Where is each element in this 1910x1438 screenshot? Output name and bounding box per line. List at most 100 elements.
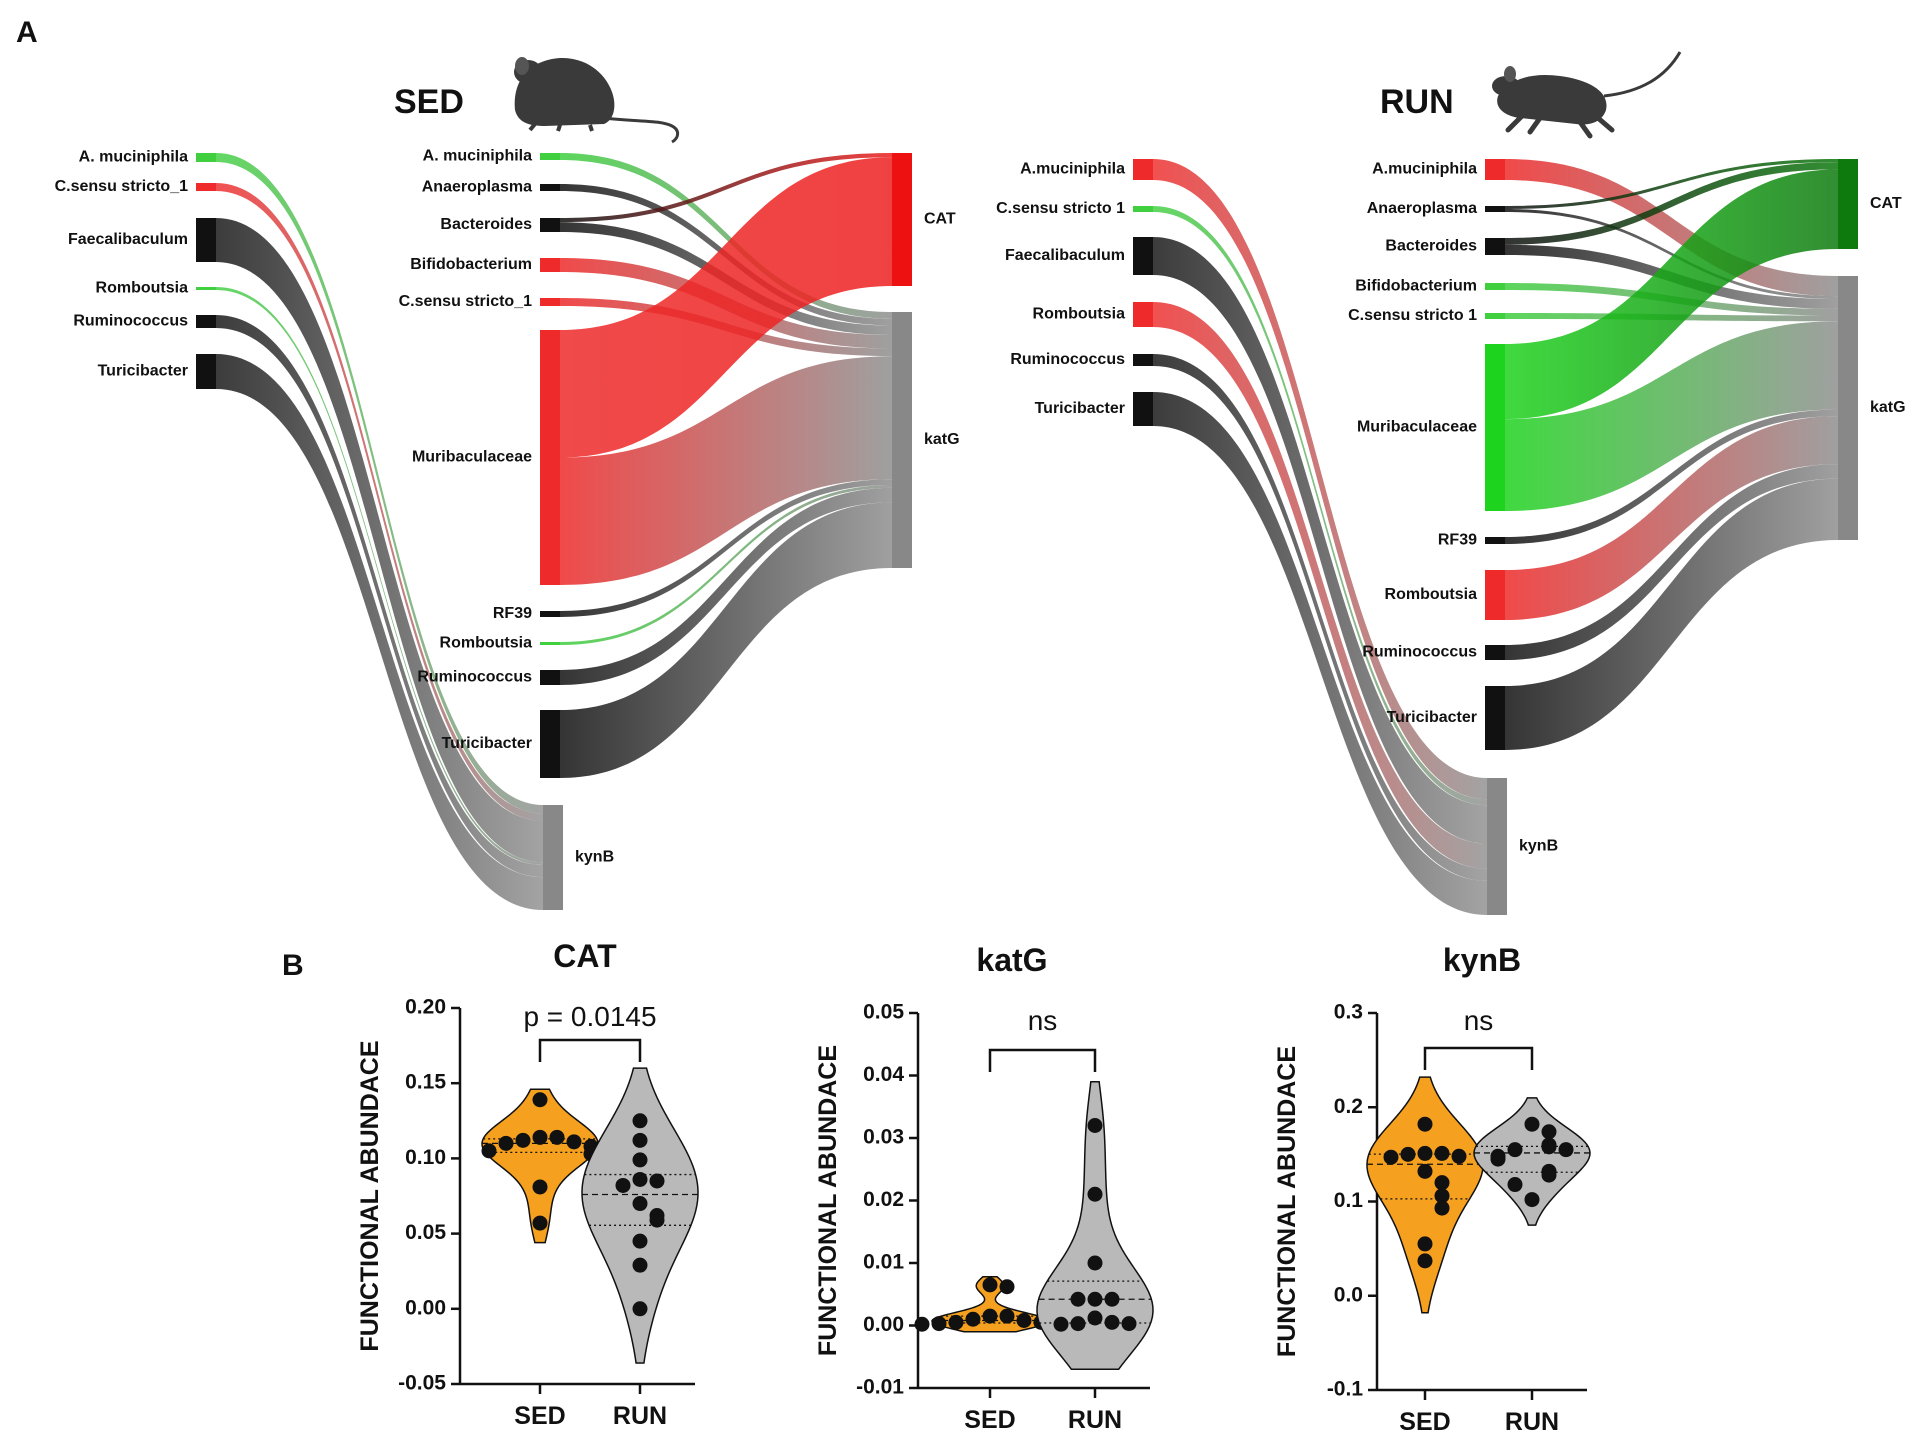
node-left-label-0: A. muciniphila xyxy=(79,149,188,166)
flow-right-5-to-cat-0 xyxy=(560,157,892,458)
y-tick-label: -0.1 xyxy=(1327,1378,1364,1401)
data-point-run xyxy=(1524,1192,1540,1208)
y-tick-label: 0.04 xyxy=(863,1063,904,1086)
data-point-sed xyxy=(532,1179,548,1195)
sankey-nodes: A.muciniphila C.sensu stricto 1 Faecalibac… xyxy=(996,159,1906,915)
y-tick-label: 0.0 xyxy=(1334,1283,1363,1306)
node-left-4 xyxy=(196,315,216,328)
violin-chart-cat: CAT 0.20 0.15 0.10 0.05 0.00 -0.05 FUNCTIONAL A… xyxy=(356,938,699,1430)
y-tick-label: 0.20 xyxy=(405,996,446,1019)
node-target-label-cat: CAT xyxy=(924,211,956,228)
y-axis-label: FUNCTIONAL ABUNDACE xyxy=(356,1040,384,1351)
flow-right-1-to-katg-1 xyxy=(1505,209,1838,300)
node-target-label-kynb: kynB xyxy=(575,849,614,866)
node-right-label-6: RF39 xyxy=(493,605,532,622)
y-tick-label: 0.2 xyxy=(1334,1095,1363,1118)
node-left-3 xyxy=(1133,302,1153,327)
x-tick-label: SED xyxy=(514,1402,565,1430)
flow-left-3-to-kynb xyxy=(1153,302,1487,869)
node-right-4 xyxy=(540,298,560,306)
sankey-run-title: RUN xyxy=(1380,83,1454,121)
data-point-sed xyxy=(1434,1145,1450,1161)
flow-left-2-to-kynb xyxy=(1153,237,1487,844)
node-right-label-0: A. muciniphila xyxy=(423,148,532,165)
data-point-sed xyxy=(532,1129,548,1145)
data-point-run xyxy=(632,1257,648,1273)
data-point-sed xyxy=(532,1215,548,1231)
node-right-label-6: RF39 xyxy=(1438,532,1477,549)
flow-right-0-to-katg-1 xyxy=(560,153,892,319)
y-tick-label: 0.05 xyxy=(405,1221,446,1244)
violin-panel: CAT 0.20 0.15 0.10 0.05 0.00 -0.05 FUNCTIONAL A… xyxy=(356,938,1591,1436)
node-right-label-5: Muribaculaceae xyxy=(1357,419,1477,436)
node-right-5 xyxy=(540,330,560,585)
data-point-sed xyxy=(549,1129,565,1145)
flow-left-0-to-kynb xyxy=(216,153,543,814)
node-right-label-1: Anaeroplasma xyxy=(422,179,532,196)
data-point-run xyxy=(1558,1142,1574,1158)
node-left-5 xyxy=(1133,392,1153,426)
violin-shape-sed xyxy=(1366,1076,1484,1314)
node-right-label-8: Ruminococcus xyxy=(417,669,532,686)
running-mouse-icon xyxy=(1492,51,1682,139)
data-point-sed xyxy=(566,1134,582,1150)
flow-right-7-to-katg-0 xyxy=(560,485,892,645)
node-right-8 xyxy=(1485,645,1505,660)
data-point-sed xyxy=(1417,1145,1433,1161)
node-target-cat xyxy=(892,153,912,286)
sankey-run: RUN A.muciniphila C.sensu stricto 1 Faecal… xyxy=(996,51,1906,915)
y-tick-label: 0.15 xyxy=(405,1071,446,1094)
flow-left-2-to-kynb xyxy=(216,218,543,863)
node-right-label-9: Turicibacter xyxy=(1387,709,1477,726)
y-tick-label: 0.03 xyxy=(863,1126,904,1149)
data-point-run xyxy=(632,1233,648,1249)
data-point-sed xyxy=(931,1316,947,1332)
data-point-run xyxy=(649,1212,665,1228)
data-point-run xyxy=(1104,1291,1120,1307)
significance-label: ns xyxy=(1028,1005,1058,1036)
node-right-2 xyxy=(540,218,560,232)
flow-left-1-to-kynb xyxy=(216,183,543,821)
data-point-sed xyxy=(948,1314,964,1330)
node-right-label-3: Bifidobacterium xyxy=(1355,278,1477,295)
y-tick-label: 0.02 xyxy=(863,1188,904,1211)
node-left-label-3: Romboutsia xyxy=(96,280,189,297)
data-point-sed xyxy=(1434,1188,1450,1204)
flow-left-5-to-kynb xyxy=(1153,392,1487,915)
node-left-label-2: Faecalibaculum xyxy=(68,231,188,248)
node-target-katg xyxy=(1838,276,1858,540)
sankey-flows xyxy=(1153,159,1838,915)
data-point-sed xyxy=(1417,1236,1433,1252)
flow-left-3-to-kynb xyxy=(216,287,543,865)
violin-shape-sed xyxy=(481,1088,599,1244)
data-point-sed xyxy=(515,1132,531,1148)
node-right-label-8: Ruminococcus xyxy=(1362,644,1477,661)
node-right-1 xyxy=(1485,206,1505,212)
node-left-label-2: Faecalibaculum xyxy=(1005,247,1125,264)
node-right-4 xyxy=(1485,313,1505,319)
data-point-run xyxy=(1104,1314,1120,1330)
node-left-label-3: Romboutsia xyxy=(1033,306,1126,323)
violin-shape-run xyxy=(1036,1081,1154,1370)
significance-bracket xyxy=(1423,1046,1534,1070)
data-point-sed xyxy=(1417,1116,1433,1132)
y-tick-label: 0.05 xyxy=(863,1001,904,1024)
node-left-label-1: C.sensu stricto_1 xyxy=(55,178,188,195)
node-right-label-4: C.sensu stricto_1 xyxy=(399,293,532,310)
flow-right-9-to-katg-0 xyxy=(1505,478,1838,750)
node-target-label-katg: katG xyxy=(1870,399,1906,416)
node-left-3 xyxy=(196,287,216,290)
data-point-run xyxy=(1087,1310,1103,1326)
y-tick-label: 0.00 xyxy=(863,1313,904,1336)
node-right-label-5: Muribaculaceae xyxy=(412,449,532,466)
flow-left-4-to-kynb xyxy=(216,315,543,878)
data-point-sed xyxy=(982,1277,998,1293)
data-point-run xyxy=(1087,1291,1103,1307)
flow-right-1-to-cat-0 xyxy=(1505,159,1838,209)
node-target-kynb xyxy=(543,805,563,910)
data-point-sed xyxy=(498,1135,514,1151)
data-point-run xyxy=(1490,1151,1506,1167)
flow-right-5-to-cat-0 xyxy=(1505,169,1838,420)
node-right-0 xyxy=(1485,159,1505,180)
